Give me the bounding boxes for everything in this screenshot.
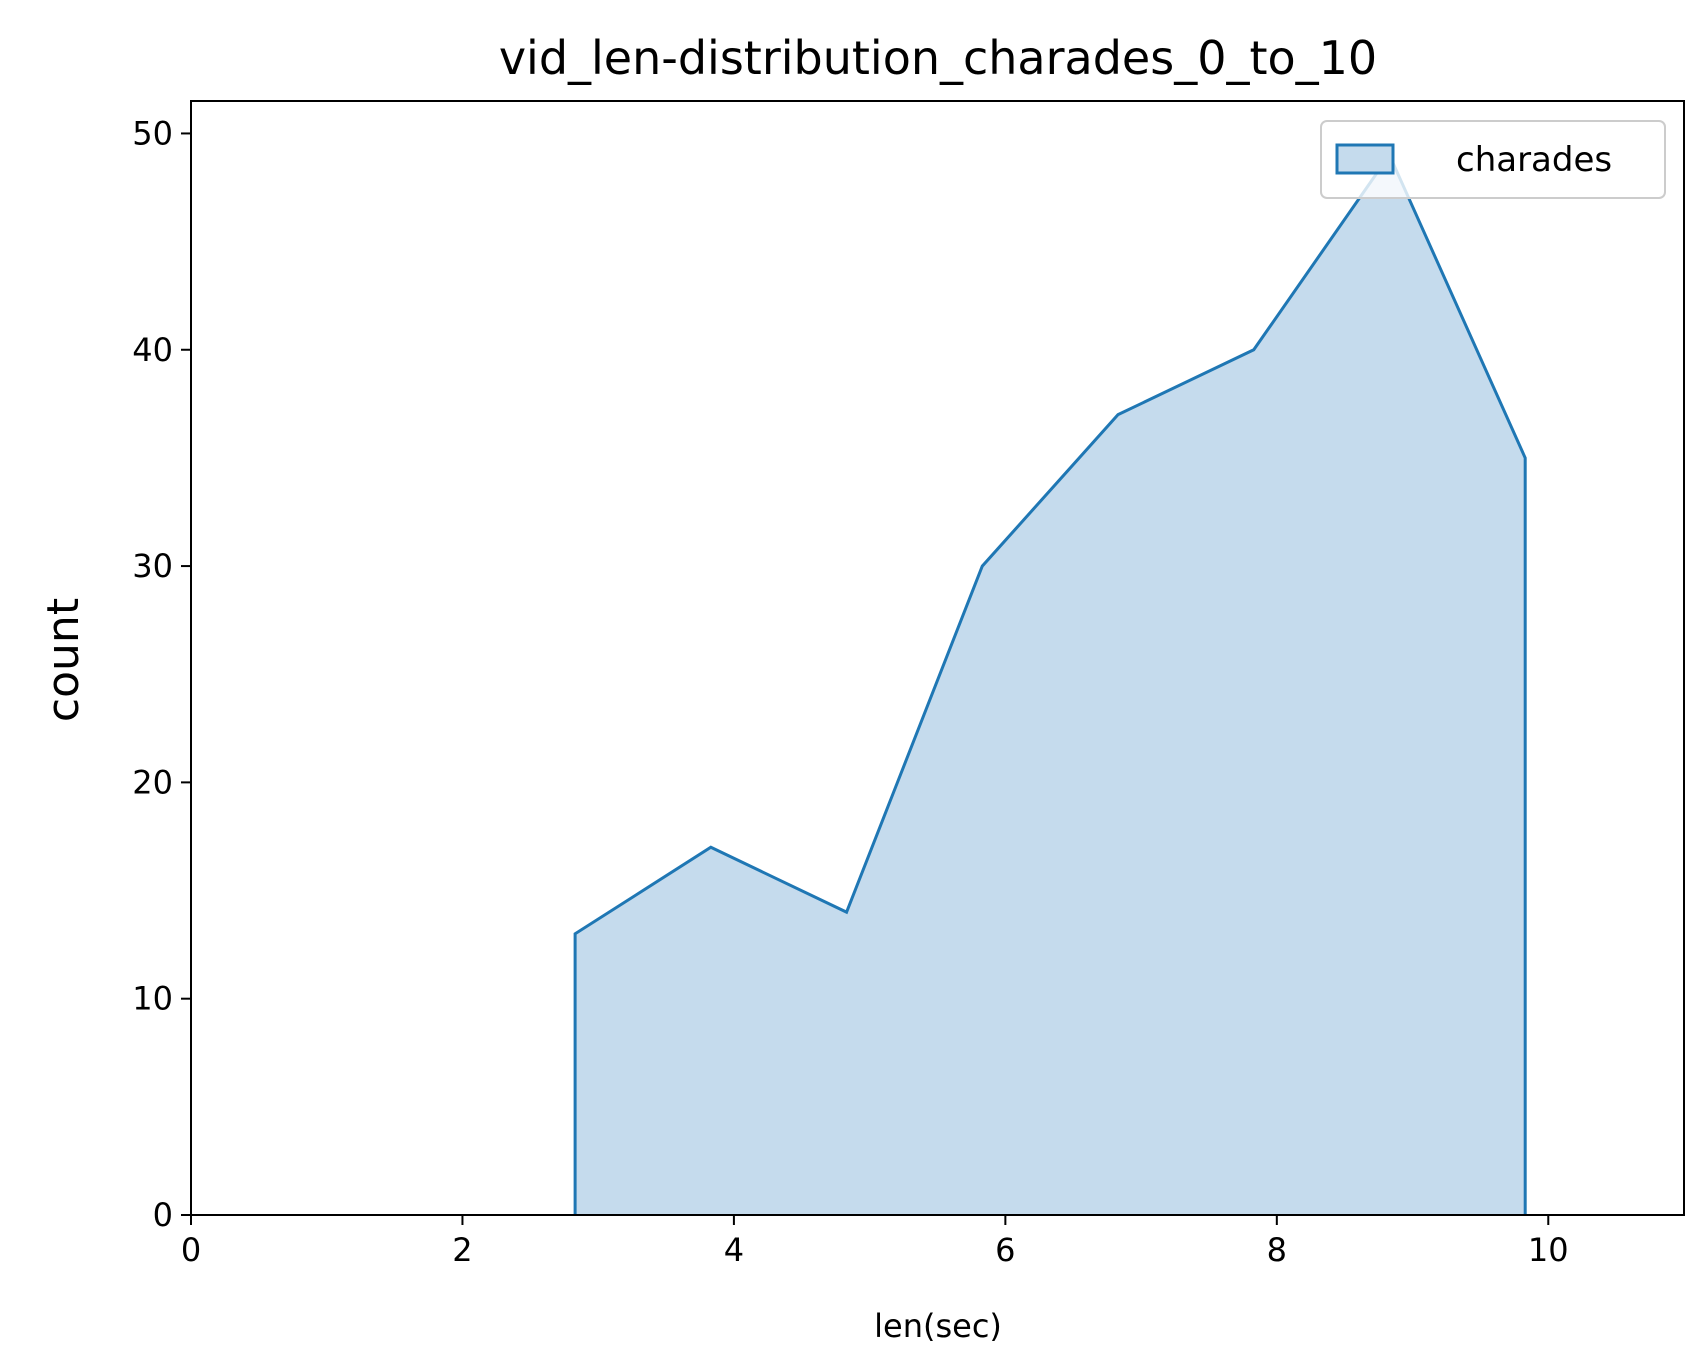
- y-tick-label: 30: [132, 547, 173, 585]
- legend-swatch: [1335, 143, 1395, 175]
- x-axis-label: len(sec): [874, 1307, 1002, 1345]
- x-axis-ticks: 0 2 4 6 8 10: [181, 1215, 1569, 1269]
- plot-frame: [190, 100, 1685, 1216]
- x-tick-label: 4: [724, 1231, 744, 1269]
- y-tick-label: 50: [132, 114, 173, 152]
- x-tick-label: 6: [995, 1231, 1015, 1269]
- x-tick-label: 8: [1267, 1231, 1287, 1269]
- y-tick-label: 0: [153, 1196, 173, 1234]
- series-line: [573, 152, 1527, 1215]
- x-tick-label: 10: [1528, 1231, 1569, 1269]
- y-tick-label: 40: [132, 331, 173, 369]
- y-tick-label: 20: [132, 763, 173, 801]
- legend: charades: [1320, 120, 1666, 199]
- legend-label: charades: [1456, 140, 1612, 180]
- legend-box: [1320, 120, 1666, 199]
- plot-area: [573, 152, 1527, 1216]
- x-tick-label: 2: [452, 1231, 472, 1269]
- y-axis-ticks: 0 10 20 30 40 50: [132, 114, 191, 1234]
- chart-title: vid_len-distribution_charades_0_to_10: [499, 31, 1377, 85]
- y-tick-label: 10: [132, 980, 173, 1018]
- series-area: [575, 155, 1526, 1216]
- x-tick-label: 0: [181, 1231, 201, 1269]
- y-axis-label: count: [38, 598, 89, 722]
